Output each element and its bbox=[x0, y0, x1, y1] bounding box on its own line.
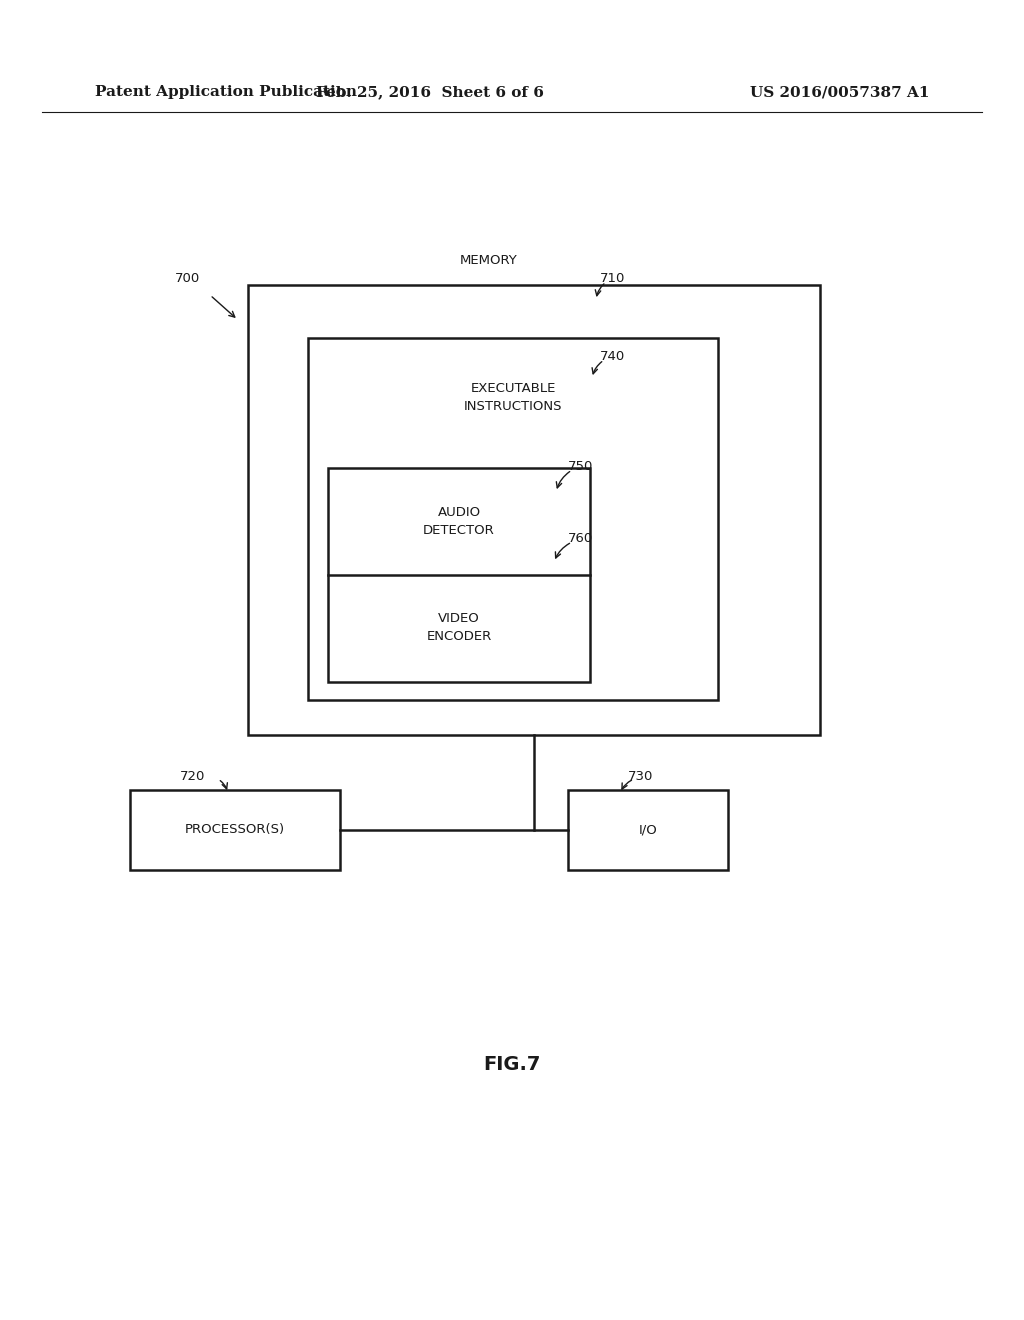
Bar bbox=[130, 789, 340, 870]
Text: VIDEO
ENCODER: VIDEO ENCODER bbox=[426, 612, 492, 644]
Text: MEMORY: MEMORY bbox=[460, 253, 517, 267]
Text: Feb. 25, 2016  Sheet 6 of 6: Feb. 25, 2016 Sheet 6 of 6 bbox=[316, 84, 544, 99]
Text: 750: 750 bbox=[568, 459, 593, 473]
Text: EXECUTABLE
INSTRUCTIONS: EXECUTABLE INSTRUCTIONS bbox=[464, 383, 562, 413]
Text: 700: 700 bbox=[175, 272, 201, 285]
Text: 720: 720 bbox=[180, 770, 206, 783]
Text: Patent Application Publication: Patent Application Publication bbox=[95, 84, 357, 99]
Bar bbox=[568, 789, 728, 870]
Text: AUDIO
DETECTOR: AUDIO DETECTOR bbox=[423, 506, 495, 536]
Bar bbox=[248, 285, 820, 735]
Text: US 2016/0057387 A1: US 2016/0057387 A1 bbox=[751, 84, 930, 99]
Bar bbox=[328, 469, 590, 682]
Text: 730: 730 bbox=[628, 770, 653, 783]
Text: PROCESSOR(S): PROCESSOR(S) bbox=[185, 824, 285, 837]
Bar bbox=[308, 338, 718, 700]
Text: FIG.7: FIG.7 bbox=[483, 1056, 541, 1074]
Text: I/O: I/O bbox=[639, 824, 657, 837]
Text: 710: 710 bbox=[600, 272, 626, 285]
Text: 740: 740 bbox=[600, 350, 626, 363]
Text: 760: 760 bbox=[568, 532, 593, 544]
